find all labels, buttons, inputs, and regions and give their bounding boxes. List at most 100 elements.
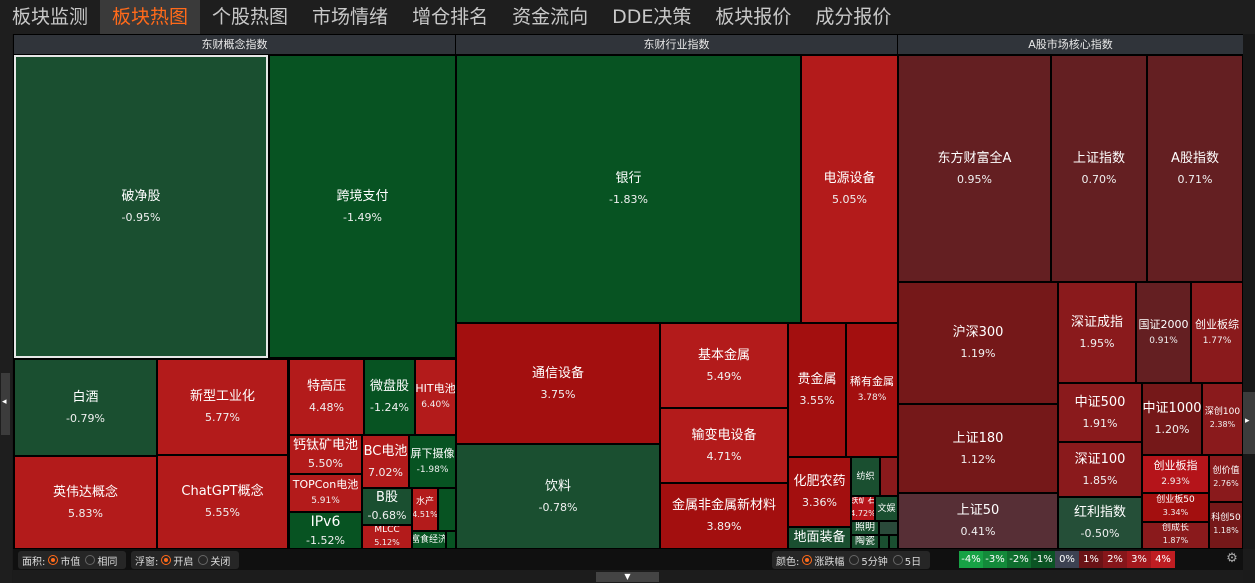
treemap-cell[interactable]: 银行 -1.83%	[456, 55, 801, 323]
treemap-cell[interactable]: IPv6 -1.52%	[289, 512, 362, 549]
treemap-cell[interactable]: 国证2000 0.91%	[1136, 282, 1191, 383]
treemap-cell[interactable]: 输变电设备 4.71%	[660, 408, 788, 483]
treemap-area: 东财概念指数 破净股 -0.95% 跨境支付 -1.49% 白酒 -0.79% …	[13, 34, 1243, 549]
legend-swatch: -1%	[1031, 551, 1055, 568]
tab-stock-heatmap[interactable]: 个股热图	[212, 6, 289, 28]
treemap-cell[interactable]: 创业板指 2.93%	[1142, 455, 1209, 493]
treemap-cell[interactable]: 稀有金属 3.78%	[846, 323, 898, 457]
treemap-cell[interactable]: TOPCon电池 5.91%	[289, 474, 362, 512]
color-option-group: 颜色: 涨跌幅 5分钟 5日	[772, 551, 931, 569]
section-header-core: A股市场核心指数	[898, 35, 1243, 54]
treemap-cell[interactable]: 深创100 2.38%	[1202, 383, 1243, 455]
right-rail	[1243, 34, 1255, 549]
treemap-cell[interactable]: 创业板50 3.34%	[1142, 493, 1209, 522]
legend-swatch: -2%	[1007, 551, 1031, 568]
treemap-cell[interactable]: 上证50 0.41%	[898, 493, 1058, 549]
treemap-cell[interactable]	[880, 457, 898, 496]
color-legend: -4% -3% -2% -1% 0% 1% 2% 3% 4%	[959, 551, 1175, 568]
treemap-cell[interactable]: 钙钛矿电池 5.50%	[289, 435, 362, 474]
tab-sector-quote[interactable]: 板块报价	[715, 6, 792, 28]
treemap-cell[interactable]	[438, 488, 456, 531]
treemap-cell[interactable]: ChatGPT概念 5.55%	[157, 455, 288, 549]
treemap-cell[interactable]	[879, 521, 898, 535]
treemap-cell[interactable]: 沪深300 1.19%	[898, 282, 1058, 404]
area-option-group: 面积: 市值 相同	[18, 551, 127, 569]
tab-position-ranking[interactable]: 增仓排名	[412, 6, 489, 28]
treemap-cell[interactable]	[889, 535, 898, 549]
legend-swatch: 0%	[1055, 551, 1079, 568]
tab-market-sentiment[interactable]: 市场情绪	[312, 6, 389, 28]
treemap-cell[interactable]: 红利指数 -0.50%	[1058, 497, 1142, 549]
treemap-cell[interactable]: HIT电池 6.40%	[415, 359, 456, 435]
legend-swatch: 2%	[1103, 551, 1127, 568]
area-equal-radio[interactable]: 相同	[85, 553, 117, 568]
section-header-concept: 东财概念指数	[14, 35, 455, 54]
treemap-cell[interactable]: BC电池 7.02%	[362, 435, 409, 488]
treemap-cell[interactable]: 贵金属 3.55%	[788, 323, 846, 457]
treemap-cell[interactable]: 富食经济	[412, 531, 446, 549]
tab-fund-flow[interactable]: 资金流向	[512, 6, 589, 28]
treemap-cell[interactable]: 白酒 -0.79%	[14, 359, 157, 456]
treemap-cell[interactable]: 水产 4.51%	[412, 488, 438, 531]
left-arrow-icon: ◂	[2, 397, 7, 407]
treemap-cell[interactable]: 屏下摄像 -1.98%	[409, 435, 456, 488]
treemap-cell[interactable]: 文娱	[875, 496, 898, 521]
float-option-group: 浮窗: 开启 关闭	[131, 551, 240, 569]
treemap-cell[interactable]: 基本金属 5.49%	[660, 323, 788, 408]
bottom-panel-bar: ▼	[13, 570, 1243, 583]
float-off-radio[interactable]: 关闭	[198, 553, 230, 568]
treemap-cell[interactable]: 破净股 -0.95%	[14, 55, 268, 358]
color-5min-radio[interactable]: 5分钟	[849, 553, 888, 568]
top-nav: 板块监测 板块热图 个股热图 市场情绪 增仓排名 资金流向 DDE决策 板块报价…	[0, 0, 1255, 34]
settings-gear-icon[interactable]: ⚙	[1226, 551, 1238, 566]
color-change-radio[interactable]: 涨跌幅	[802, 553, 844, 568]
treemap-cell[interactable]: 饮料 -0.78%	[456, 444, 660, 549]
treemap-cell[interactable]: 英伟达概念 5.83%	[14, 456, 157, 549]
treemap-cell[interactable]	[879, 535, 889, 549]
treemap-cell[interactable]: 创业板综 1.77%	[1191, 282, 1243, 383]
left-collapse-handle[interactable]: ◂	[1, 373, 10, 435]
treemap-cell[interactable]: 金属非金属新材料 3.89%	[660, 483, 788, 549]
treemap-cell[interactable]: 创价值 2.76%	[1209, 455, 1243, 502]
footer-controls: 面积: 市值 相同 浮窗: 开启 关闭 颜色: 涨跌幅 5分钟 5日 -4% -…	[13, 549, 1243, 570]
treemap-cell[interactable]: 深证100 1.85%	[1058, 442, 1142, 497]
treemap-cell[interactable]: 微盘股 -1.24%	[364, 359, 415, 435]
tab-component-quote[interactable]: 成分报价	[815, 6, 892, 28]
treemap-cell[interactable]: 地面装备	[788, 527, 851, 549]
treemap-cell[interactable]: 铁矿石 4.72%	[851, 496, 875, 521]
treemap-cell[interactable]: 深证成指 1.95%	[1058, 282, 1136, 383]
treemap-cell[interactable]: 照明	[851, 521, 879, 535]
treemap-cell[interactable]: MLCC 5.12%	[362, 525, 412, 549]
treemap-cell[interactable]: A股指数 0.71%	[1147, 55, 1243, 282]
treemap-cell[interactable]: B股 -0.68%	[362, 488, 412, 525]
treemap-cell[interactable]: 化肥农药 3.36%	[788, 457, 851, 527]
treemap-cell[interactable]: 电源设备 5.05%	[801, 55, 898, 323]
legend-swatch: 1%	[1079, 551, 1103, 568]
area-market-cap-radio[interactable]: 市值	[48, 553, 80, 568]
treemap-cell[interactable]: 特高压 4.48%	[289, 359, 364, 435]
left-rail	[0, 34, 12, 583]
tab-sector-heatmap[interactable]: 板块热图	[100, 0, 201, 34]
legend-swatch: 4%	[1151, 551, 1175, 568]
treemap-cell[interactable]: 跨境支付 -1.49%	[269, 55, 456, 358]
right-collapse-handle[interactable]: ▸	[1243, 392, 1255, 454]
expand-bottom-panel-button[interactable]: ▼	[596, 572, 659, 582]
treemap-cell[interactable]: 创成长 1.87%	[1142, 522, 1209, 549]
treemap-cell[interactable]: 陶瓷	[851, 535, 879, 549]
treemap-cell[interactable]: 中证500 1.91%	[1058, 383, 1142, 442]
treemap-cell[interactable]: 通信设备 3.75%	[456, 323, 660, 444]
tab-sector-monitor[interactable]: 板块监测	[12, 6, 89, 28]
treemap-cell[interactable]: 科创50 1.18%	[1209, 502, 1243, 549]
treemap-cell[interactable]: 上证180 1.12%	[898, 404, 1058, 493]
treemap-cell[interactable]: 新型工业化 5.77%	[157, 359, 288, 455]
treemap-cell[interactable]: 东方财富全A 0.95%	[898, 55, 1051, 282]
treemap-cell[interactable]	[446, 531, 456, 549]
section-header-industry: 东财行业指数	[456, 35, 897, 54]
legend-swatch: 3%	[1127, 551, 1151, 568]
treemap-cell[interactable]: 上证指数 0.70%	[1051, 55, 1147, 282]
float-on-radio[interactable]: 开启	[161, 553, 193, 568]
treemap-cell[interactable]: 中证1000 1.20%	[1142, 383, 1202, 455]
tab-dde-decision[interactable]: DDE决策	[612, 6, 692, 28]
color-5day-radio[interactable]: 5日	[892, 553, 921, 568]
treemap-cell[interactable]: 纺织	[851, 457, 880, 496]
